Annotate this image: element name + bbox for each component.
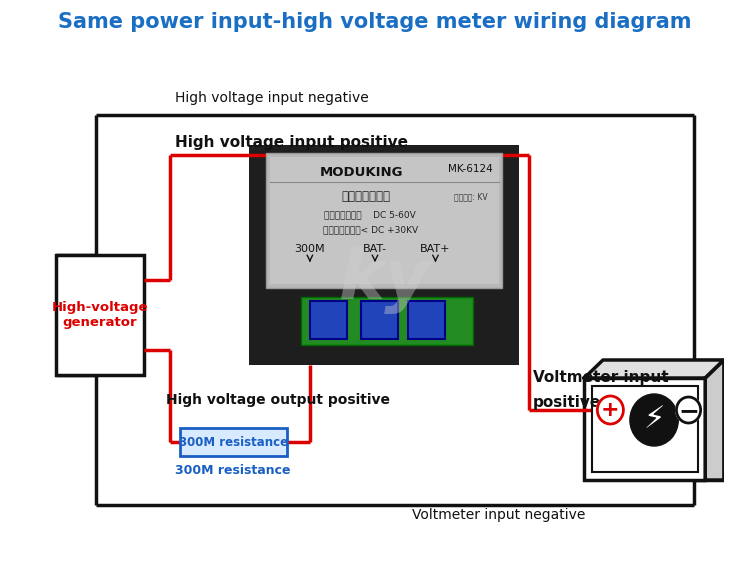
- Bar: [270, 157, 499, 284]
- Text: BAT+: BAT+: [420, 244, 451, 254]
- Polygon shape: [705, 360, 724, 480]
- Circle shape: [630, 394, 678, 446]
- Circle shape: [597, 396, 623, 424]
- Text: High voltage input positive: High voltage input positive: [175, 136, 408, 150]
- Text: 300M: 300M: [295, 244, 326, 254]
- Bar: [266, 153, 503, 288]
- Text: High-voltage
generator: High-voltage generator: [52, 301, 148, 329]
- Text: BAT-: BAT-: [363, 244, 387, 254]
- Text: Same power input-high voltage meter wiring diagram: Same power input-high voltage meter wiri…: [58, 12, 692, 32]
- Text: 工作电压范围：    DC 5-60V: 工作电压范围： DC 5-60V: [325, 211, 416, 220]
- Text: 300M resistance: 300M resistance: [178, 436, 288, 449]
- Text: 直流高压电压表: 直流高压电压表: [341, 190, 390, 203]
- Bar: [301, 297, 472, 345]
- Bar: [250, 145, 519, 365]
- Bar: [56, 255, 144, 375]
- Text: Voltmeter input
positive: Voltmeter input positive: [533, 370, 669, 410]
- Text: 测量高压范围：< DC +30KV: 测量高压范围：< DC +30KV: [322, 226, 418, 235]
- Polygon shape: [584, 360, 724, 378]
- Text: High voltage input negative: High voltage input negative: [175, 91, 369, 105]
- Circle shape: [676, 397, 700, 423]
- Text: Voltmeter input negative: Voltmeter input negative: [413, 508, 586, 522]
- Text: +: +: [601, 400, 619, 420]
- Bar: [180, 428, 286, 456]
- Text: ⚡: ⚡: [644, 405, 664, 435]
- Text: ky: ky: [338, 246, 430, 314]
- Text: MODUKING: MODUKING: [320, 166, 403, 178]
- Text: 300M resistance: 300M resistance: [176, 463, 291, 476]
- Text: −: −: [678, 399, 699, 423]
- Bar: [407, 301, 445, 339]
- Bar: [592, 386, 698, 472]
- Bar: [310, 301, 347, 339]
- Bar: [361, 301, 398, 339]
- Text: MK-6124: MK-6124: [448, 164, 494, 174]
- Text: 显示单位: KV: 显示单位: KV: [454, 193, 488, 202]
- Text: High voltage output positive: High voltage output positive: [166, 393, 390, 407]
- Bar: [584, 378, 705, 480]
